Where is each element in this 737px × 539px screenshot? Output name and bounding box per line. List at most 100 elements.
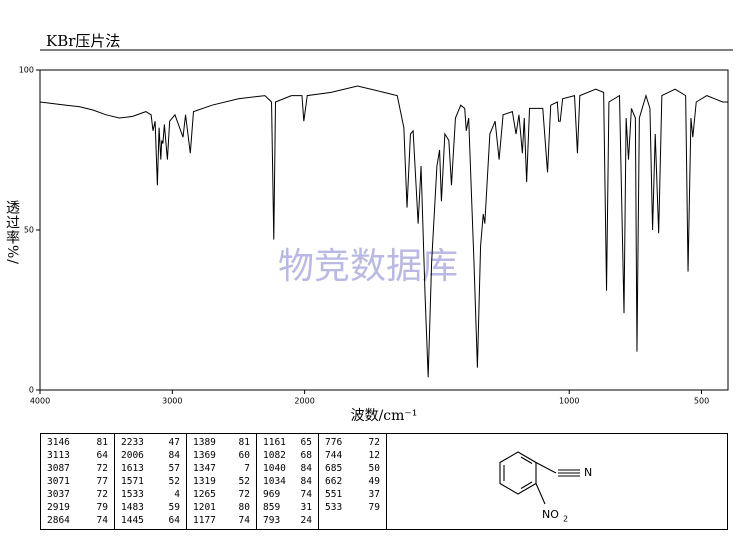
wavenumber: 1571 — [121, 476, 144, 487]
transmittance: 31 — [300, 502, 312, 513]
wavenumber: 2233 — [121, 437, 144, 448]
table-row: 551 37 — [325, 488, 380, 501]
wavenumber: 1034 — [263, 476, 286, 487]
transmittance: 84 — [168, 450, 180, 461]
transmittance: 59 — [168, 502, 180, 513]
wavenumber: 551 — [325, 489, 343, 500]
nitro-group: NO — [542, 508, 559, 521]
transmittance: 7 — [244, 463, 250, 474]
transmittance: 79 — [368, 502, 380, 513]
table-row: 1265 72 — [193, 488, 250, 501]
transmittance: 57 — [168, 463, 180, 474]
transmittance: 4 — [174, 489, 180, 500]
table-row: 3087 72 — [47, 462, 108, 475]
table-row: 1177 74 — [193, 514, 250, 527]
table-row: 2233 47 — [121, 436, 180, 449]
transmittance: 72 — [96, 489, 108, 500]
transmittance: 37 — [368, 489, 380, 500]
wavenumber: 793 — [263, 515, 281, 526]
table-row: 2006 84 — [121, 449, 180, 462]
wavenumber: 2006 — [121, 450, 144, 461]
transmittance: 72 — [238, 489, 250, 500]
transmittance: 52 — [238, 476, 250, 487]
transmittance: 72 — [368, 437, 380, 448]
table-row: 1082 68 — [263, 449, 312, 462]
transmittance: 49 — [368, 476, 380, 487]
table-row: 969 74 — [263, 488, 312, 501]
transmittance: 74 — [300, 489, 312, 500]
table-row: 3071 77 — [47, 475, 108, 488]
transmittance: 74 — [238, 515, 250, 526]
transmittance: 24 — [300, 515, 312, 526]
table-row: 1613 57 — [121, 462, 180, 475]
table-column: 776 72 744 12 685 50 662 49 551 37 533 79 — [319, 434, 387, 529]
wavenumber: 1389 — [193, 437, 216, 448]
table-row: 3037 72 — [47, 488, 108, 501]
wavenumber: 969 — [263, 489, 281, 500]
table-row: 2919 79 — [47, 501, 108, 514]
wavenumber: 1369 — [193, 450, 216, 461]
table-row: 793 24 — [263, 514, 312, 527]
table-row: 1389 81 — [193, 436, 250, 449]
x-axis-label: 波数/cm⁻¹ — [351, 408, 418, 424]
spectrum-line — [39, 85, 728, 378]
transmittance: 12 — [368, 450, 380, 461]
table-column: 2233 47 2006 84 1613 57 1571 52 1533 4 1483 59 1445 6… — [115, 434, 187, 529]
wavenumber: 776 — [325, 437, 343, 448]
x-tick-label: 1000 — [559, 397, 579, 406]
transmittance: 81 — [96, 437, 108, 448]
x-tick-label: 500 — [694, 397, 709, 406]
table-row: 1034 84 — [263, 475, 312, 488]
wavenumber: 1265 — [193, 489, 216, 500]
transmittance: 68 — [300, 450, 312, 461]
wavenumber: 1319 — [193, 476, 216, 487]
table-row: 3146 81 — [47, 436, 108, 449]
x-tick-label: 3000 — [162, 397, 182, 406]
table-row: 1445 64 — [121, 514, 180, 527]
transmittance: 77 — [96, 476, 108, 487]
y-axis-label: 透过率%/ — [4, 200, 20, 266]
table-row: 776 72 — [325, 436, 380, 449]
table-row: 1161 65 — [263, 436, 312, 449]
wavenumber: 1082 — [263, 450, 286, 461]
table-row: 1040 84 — [263, 462, 312, 475]
wavenumber: 744 — [325, 450, 343, 461]
table-row: 533 79 — [325, 501, 380, 514]
wavenumber: 2919 — [47, 502, 70, 513]
transmittance: 80 — [238, 502, 250, 513]
wavenumber: 859 — [263, 502, 281, 513]
transmittance: 72 — [96, 463, 108, 474]
wavenumber: 533 — [325, 502, 343, 513]
wavenumber: 2864 — [47, 515, 70, 526]
wavenumber: 1613 — [121, 463, 144, 474]
wavenumber: 1347 — [193, 463, 216, 474]
transmittance: 60 — [238, 450, 250, 461]
transmittance: 50 — [368, 463, 380, 474]
transmittance: 79 — [96, 502, 108, 513]
table-row: 1347 7 — [193, 462, 250, 475]
table-row: 2864 74 — [47, 514, 108, 527]
y-tick-label: 100 — [19, 66, 34, 75]
table-row: 1483 59 — [121, 501, 180, 514]
page-title: KBr压片法 — [46, 32, 120, 50]
table-row: 1571 52 — [121, 475, 180, 488]
table-row: 3113 64 — [47, 449, 108, 462]
x-tick-label: 2000 — [294, 397, 314, 406]
structure-drawing — [499, 451, 580, 505]
wavenumber: 3037 — [47, 489, 70, 500]
wavenumber: 3113 — [47, 450, 70, 461]
table-column: 3146 81 3113 64 3087 72 3071 77 3037 72 2919 79 2864… — [41, 434, 115, 529]
wavenumber: 3146 — [47, 437, 70, 448]
table-row: 685 50 — [325, 462, 380, 475]
transmittance: 64 — [168, 515, 180, 526]
wavenumber: 1201 — [193, 502, 216, 513]
table-row: 1369 60 — [193, 449, 250, 462]
table-row: 1533 4 — [121, 488, 180, 501]
y-tick-label: 50 — [24, 226, 34, 235]
peak-table: 3146 81 3113 64 3087 72 3071 77 3037 72 2919 79 2864… — [40, 433, 728, 530]
wavenumber: 1445 — [121, 515, 144, 526]
table-row: 1201 80 — [193, 501, 250, 514]
table-row: 744 12 — [325, 449, 380, 462]
